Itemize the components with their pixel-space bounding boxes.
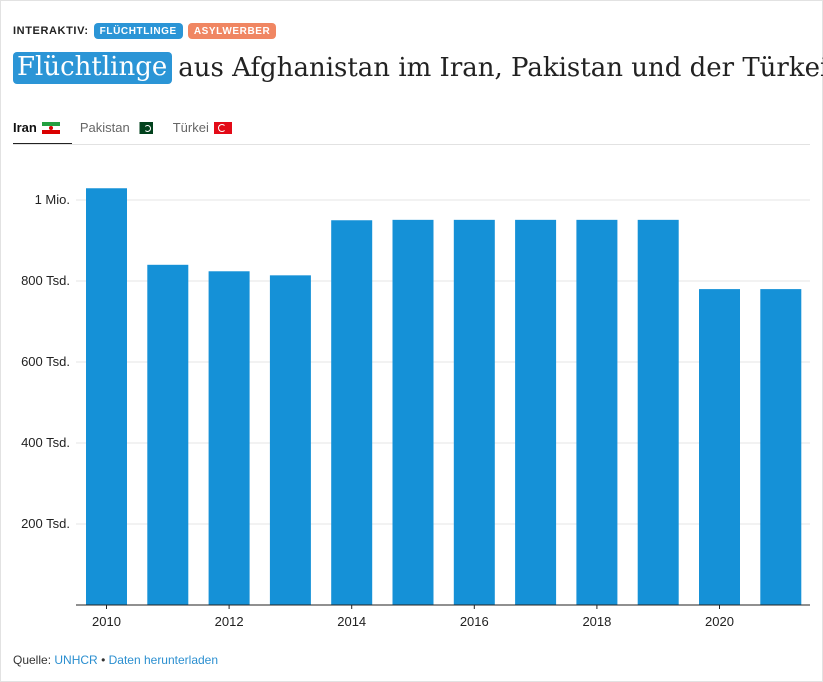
tag-asylwerber[interactable]: ASYLWERBER [187, 23, 277, 39]
bar-2018 [576, 219, 618, 605]
x-tick-label: 2020 [705, 614, 734, 629]
bar-2014 [331, 220, 373, 605]
bar-2011 [147, 264, 189, 605]
flag-iran-icon [41, 122, 60, 134]
y-tick-label: 400 Tsd. [21, 435, 70, 450]
tab-tuerkei[interactable]: Türkei [173, 117, 244, 145]
source-separator: • [101, 653, 106, 667]
source-label: Quelle: [13, 653, 52, 667]
x-tick-label: 2018 [582, 614, 611, 629]
y-tick-label: 1 Mio. [35, 192, 70, 207]
x-tick-label: 2014 [337, 614, 366, 629]
kicker-label: INTERAKTIV: [13, 25, 89, 37]
headline-highlight[interactable]: Flüchtlinge [13, 52, 173, 84]
flag-pakistan-icon [134, 122, 153, 134]
tag-fluechtlinge[interactable]: FLÜCHTLINGE [93, 23, 183, 39]
tab-iran-label: Iran [13, 120, 37, 135]
y-tick-label: 800 Tsd. [21, 273, 70, 288]
tab-divider [13, 144, 810, 145]
country-tabs: Iran Pakistan Türkei [13, 117, 252, 145]
tab-tuerkei-label: Türkei [172, 120, 209, 135]
bar-chart: 200 Tsd. 400 Tsd. 600 Tsd. 800 Tsd. 1 Mio. 20… [21, 188, 810, 629]
tab-pakistan-label: Pakistan [79, 120, 130, 135]
tab-pakistan[interactable]: Pakistan [80, 117, 165, 145]
bar-2010 [86, 188, 127, 605]
source-line: Quelle: UNHCR • Daten herunterladen [13, 653, 218, 667]
y-tick-label: 200 Tsd. [21, 516, 70, 531]
bar-2019 [637, 219, 679, 605]
bar-2015 [392, 219, 434, 605]
bar-2016 [453, 219, 495, 605]
bar-2013 [269, 275, 311, 605]
download-data-link[interactable]: Daten herunterladen [108, 653, 219, 667]
page-title: Flüchtlinge aus Afghanistan im Iran, Pak… [13, 52, 823, 84]
tab-iran[interactable]: Iran [13, 117, 72, 145]
bar-2020 [699, 289, 740, 605]
x-tick-label: 2012 [215, 614, 244, 629]
flag-turkey-icon [213, 122, 232, 134]
kicker: INTERAKTIV: FLÜCHTLINGE ASYLWERBER [13, 23, 277, 39]
x-tick-label: 2016 [460, 614, 489, 629]
bar-2017 [515, 219, 557, 605]
x-tick-label: 2010 [92, 614, 121, 629]
y-tick-label: 600 Tsd. [21, 354, 70, 369]
source-link[interactable]: UNHCR [54, 653, 98, 667]
headline-rest: aus Afghanistan im Iran, Pakistan und de… [178, 53, 823, 83]
bar-2021 [760, 289, 802, 605]
bar-2012 [208, 271, 250, 605]
